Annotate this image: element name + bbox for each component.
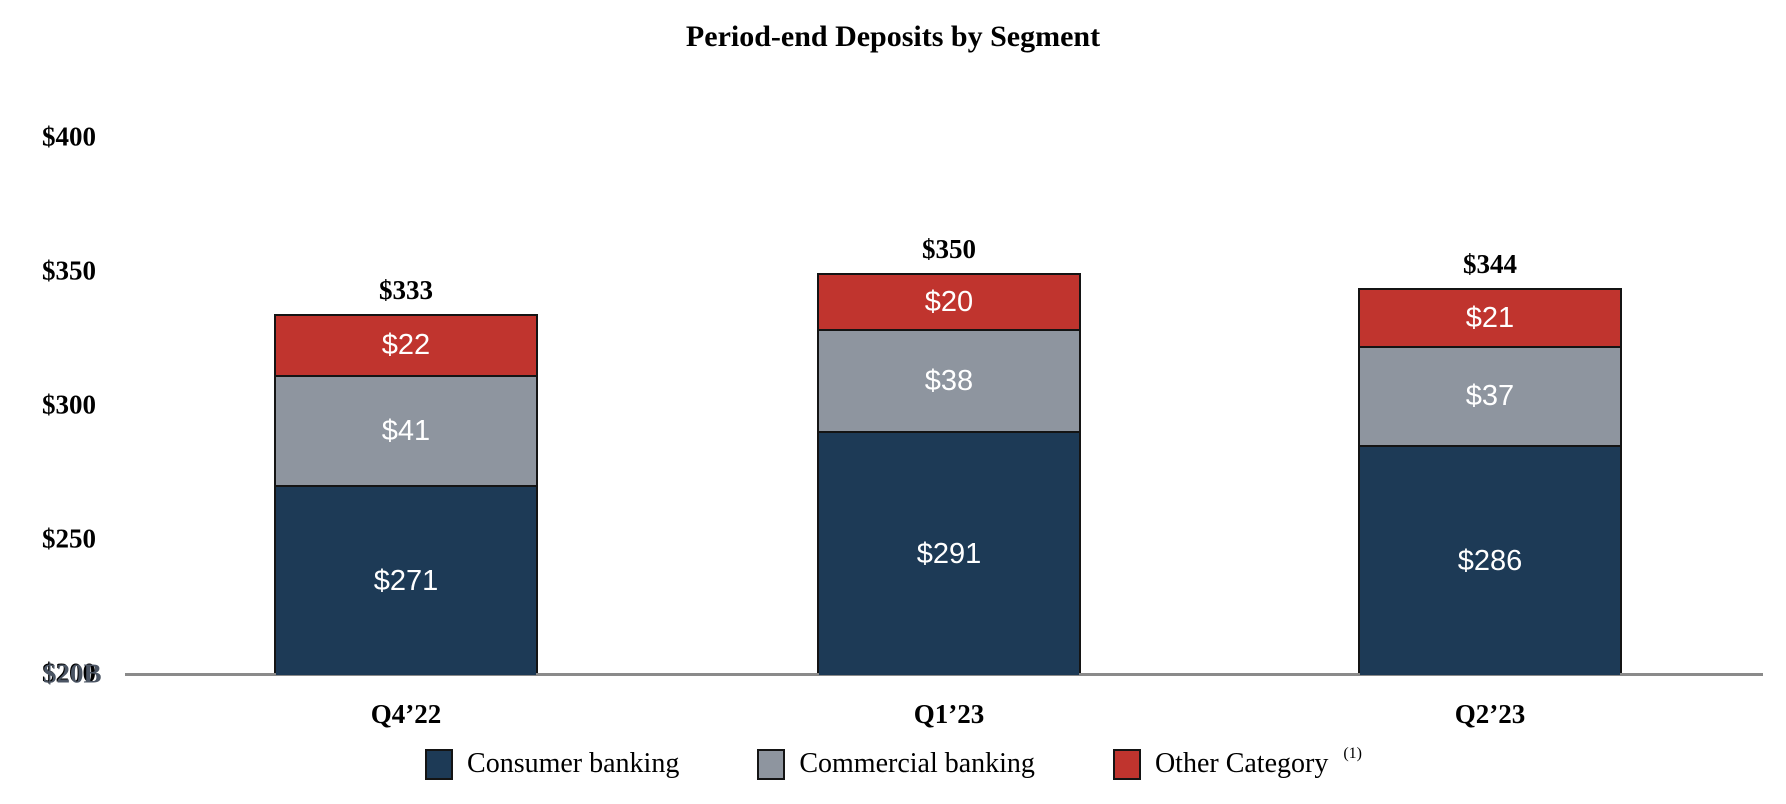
chart-title: Period-end Deposits by Segment (685, 20, 1101, 53)
y-tick-text: $400 (42, 121, 96, 152)
bar-segment-commercial-banking: $41 (276, 375, 536, 485)
y-axis-tick-label: $200 $20B (42, 657, 102, 688)
legend-label-commercial-banking: Commercial banking (799, 748, 1035, 779)
bar-segment-commercial-banking: $37 (1360, 346, 1620, 445)
legend-swatch-other-category (1112, 748, 1141, 780)
legend-swatch-commercial-banking (757, 748, 786, 780)
segment-value-label: $21 (1465, 301, 1515, 334)
x-axis-category-label: Q1’23 (913, 699, 985, 729)
bar-total-label: $333 (379, 275, 433, 305)
legend-label-other-category: Other Category (1154, 748, 1329, 779)
bar-segment-other-category: $20 (819, 275, 1079, 329)
legend-superscript: (1) (1343, 745, 1362, 762)
y-tick-text: $250 (42, 523, 96, 554)
segment-value-label: $286 (1457, 544, 1523, 577)
legend-item-other-category: Other Category (1) (1112, 745, 1362, 780)
y-axis-tick-label: $300 (42, 389, 96, 420)
legend-swatch-consumer-banking (425, 748, 454, 780)
bar-segment-commercial-banking: $38 (819, 329, 1079, 431)
y-axis-tick-label: $350 (42, 255, 96, 286)
segment-value-label: $291 (916, 537, 982, 570)
bar-segment-other-category: $21 (1360, 290, 1620, 346)
bar-segment-consumer-banking: $286 (1360, 445, 1620, 675)
y-tick-text: $200 (42, 657, 96, 688)
bar-segment-consumer-banking: $291 (819, 431, 1079, 675)
bar-Q4’22: $22 $41 $271 (274, 314, 538, 675)
legend-item-commercial-banking: Commercial banking (757, 748, 1049, 780)
y-tick-text: $300 (42, 389, 96, 420)
bar-segment-other-category: $22 (276, 316, 536, 375)
y-axis-tick-label: $400 (42, 121, 96, 152)
segment-value-label: $38 (924, 364, 974, 397)
bar-segment-consumer-banking: $271 (276, 485, 536, 675)
legend-label-consumer-banking: Consumer banking (467, 748, 680, 779)
bar-Q1’23: $20 $38 $291 (817, 273, 1081, 675)
legend-item-consumer-banking: Consumer banking (425, 748, 693, 780)
bar-Q2’23: $21 $37 $286 (1358, 288, 1622, 675)
x-axis-category-label: Q2’23 (1454, 699, 1526, 729)
bar-total-label: $350 (922, 234, 976, 264)
segment-value-label: $41 (381, 414, 431, 447)
segment-value-label: $22 (381, 329, 431, 361)
y-tick-overlay-text: $20B (43, 658, 102, 689)
segment-value-label: $37 (1465, 380, 1515, 412)
legend: Consumer banking Commercial banking Othe… (0, 745, 1786, 780)
plot-area: $22 $41 $271 $333 $20 $38 $291 $350 $21 $37 $286 $3… (125, 137, 1763, 676)
x-axis-category-label: Q4’22 (370, 699, 442, 729)
y-tick-text: $350 (42, 255, 96, 286)
segment-value-label: $20 (924, 285, 974, 318)
y-axis-tick-label: $250 (42, 523, 96, 554)
segment-value-label: $271 (373, 564, 439, 597)
bar-total-label: $344 (1463, 249, 1517, 279)
